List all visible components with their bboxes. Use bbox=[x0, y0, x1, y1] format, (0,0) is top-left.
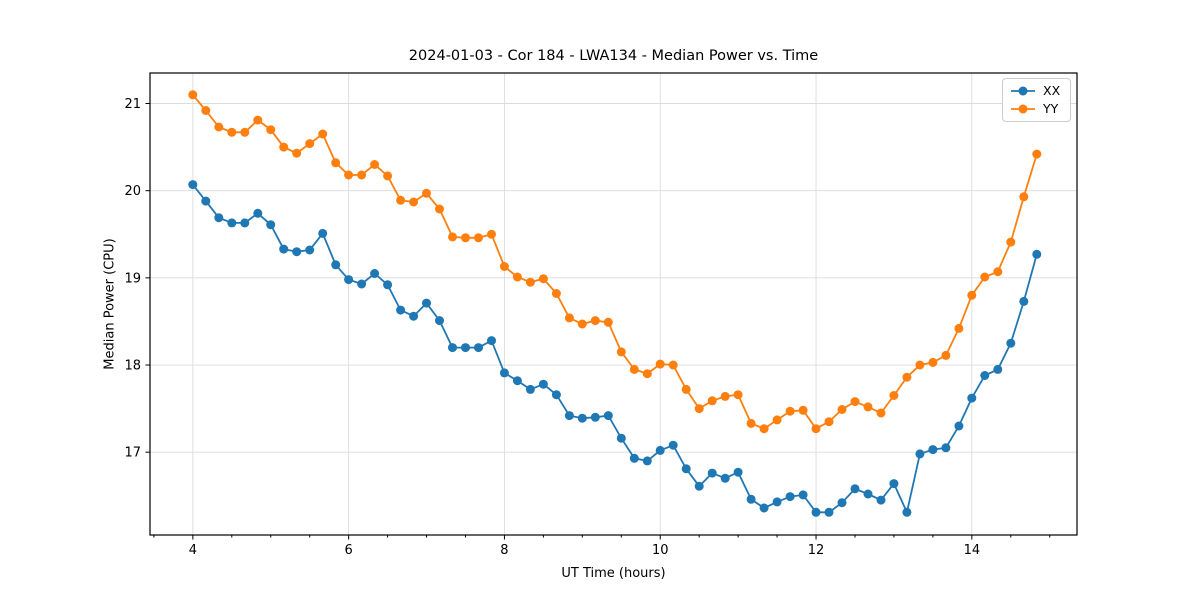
chart-title: 2024-01-03 - Cor 184 - LWA134 - Median P… bbox=[408, 48, 819, 64]
svg-text:18: 18 bbox=[124, 359, 141, 374]
x-axis-label: UT Time (hours) bbox=[561, 566, 666, 581]
svg-text:20: 20 bbox=[124, 184, 141, 199]
legend-label-xx: XX bbox=[1043, 83, 1061, 98]
legend-line-marker-icon bbox=[1011, 86, 1035, 96]
svg-text:10: 10 bbox=[652, 543, 669, 558]
series-xx-line bbox=[192, 184, 1038, 516]
legend-item-yy: YY bbox=[1010, 102, 1060, 116]
svg-text:21: 21 bbox=[124, 97, 141, 112]
series-yy-markers bbox=[188, 90, 1042, 434]
plot-border bbox=[149, 72, 1078, 536]
y-axis-label: Median Power (CPU) bbox=[102, 238, 118, 370]
svg-text:19: 19 bbox=[124, 271, 141, 286]
svg-text:6: 6 bbox=[345, 543, 353, 558]
svg-text:12: 12 bbox=[808, 543, 825, 558]
legend-line-marker-icon bbox=[1011, 104, 1035, 114]
grid-lines bbox=[150, 73, 1077, 535]
legend-label-yy: YY bbox=[1043, 101, 1059, 116]
svg-text:17: 17 bbox=[124, 446, 141, 461]
svg-text:8: 8 bbox=[500, 543, 508, 558]
x-tick-labels: 4 6 8 10 12 14 bbox=[189, 543, 980, 558]
axis-ticks bbox=[145, 103, 1051, 540]
svg-text:14: 14 bbox=[964, 543, 981, 558]
y-tick-labels: 17 18 19 20 21 bbox=[124, 97, 141, 461]
svg-text:4: 4 bbox=[189, 543, 197, 558]
legend: XX YY bbox=[1002, 78, 1072, 122]
series-xx-markers bbox=[188, 180, 1042, 517]
legend-item-xx: XX bbox=[1010, 84, 1060, 98]
